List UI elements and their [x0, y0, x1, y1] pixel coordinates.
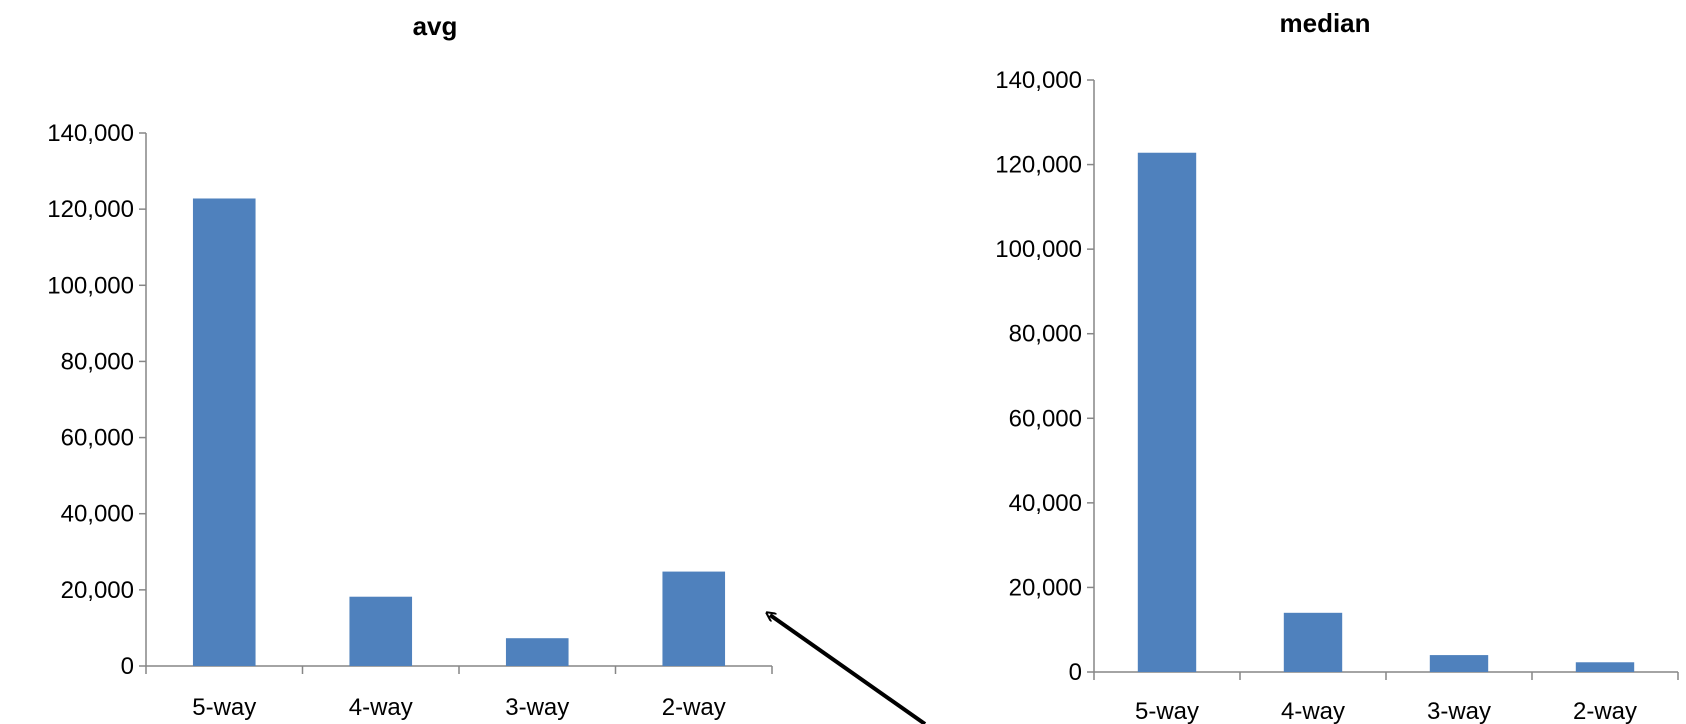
bar	[349, 596, 413, 666]
x-tick-label: 3-way	[1427, 698, 1491, 724]
y-tick-label: 40,000	[1009, 490, 1082, 517]
y-tick-label: 40,000	[61, 501, 134, 528]
x-tick-label: 3-way	[505, 694, 569, 721]
avg-bar-chart: avg 0 20,000 40,000 60,000 80,000 100,000 120,…	[47, 11, 773, 721]
bar	[662, 571, 726, 666]
x-tick-label: 5-way	[192, 694, 256, 721]
y-tick-label: 60,000	[1009, 405, 1082, 432]
y-tick-label: 100,000	[47, 272, 134, 299]
annotation-arrow	[770, 615, 927, 724]
chart-title: avg	[413, 11, 458, 41]
chart-title: median	[1279, 8, 1370, 38]
y-tick-label: 80,000	[61, 348, 134, 375]
y-tick-label: 0	[121, 653, 134, 680]
y-tick-label: 0	[1069, 659, 1082, 686]
y-tick-label: 20,000	[1009, 574, 1082, 601]
y-tick-label: 140,000	[995, 67, 1082, 94]
y-tick-label: 120,000	[995, 152, 1082, 179]
y-tick-label: 140,000	[47, 120, 134, 147]
y-tick-label: 120,000	[47, 196, 134, 223]
bar	[1429, 655, 1489, 672]
bar	[1137, 152, 1197, 672]
x-tick-label: 2-way	[662, 694, 726, 721]
x-tick-label: 4-way	[349, 694, 413, 721]
x-tick-label: 5-way	[1135, 698, 1199, 724]
median-bar-chart: median 0 20,000 40,000 60,000 80,000 100,000 1…	[995, 8, 1679, 724]
bar	[192, 198, 256, 667]
x-tick-label: 2-way	[1573, 698, 1637, 724]
y-tick-label: 20,000	[61, 577, 134, 604]
bar	[505, 638, 569, 666]
x-tick-label: 4-way	[1281, 698, 1345, 724]
y-tick-label: 80,000	[1009, 321, 1082, 348]
y-tick-label: 60,000	[61, 425, 134, 452]
y-tick-label: 100,000	[995, 236, 1082, 263]
bar	[1575, 662, 1635, 672]
bar	[1283, 612, 1343, 672]
